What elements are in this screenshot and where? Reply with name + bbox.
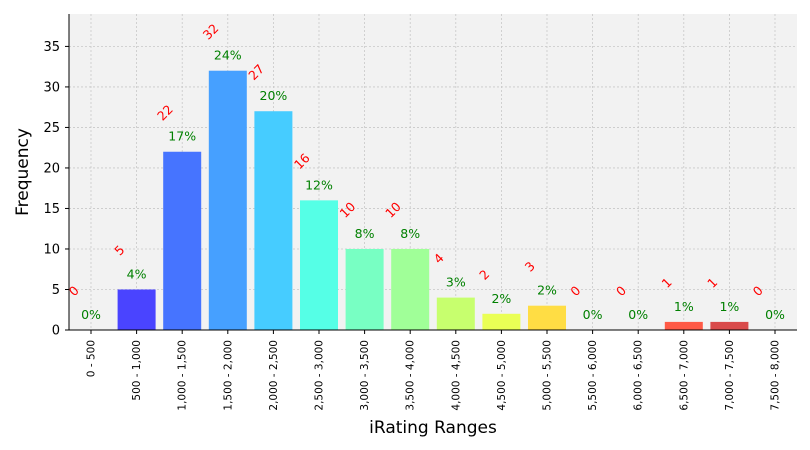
x-tick-label: 6,500 - 7,000 (678, 340, 690, 411)
bar (345, 248, 384, 330)
x-tick-label: 5,000 - 5,500 (542, 340, 554, 411)
percent-label: 2% (491, 291, 511, 306)
bar (528, 305, 566, 330)
x-tick-label: 2,500 - 3,000 (314, 340, 326, 411)
bar (482, 313, 521, 330)
percent-label: 8% (355, 226, 375, 241)
y-ticks: 0 5 10 15 20 25 30 35 (43, 40, 69, 339)
percent-label: 1% (719, 299, 739, 314)
bar (254, 111, 293, 330)
bar (208, 70, 247, 330)
x-tick-label: 500 - 1,000 (131, 340, 143, 401)
percent-label: 4% (127, 266, 147, 281)
percent-label: 17% (168, 129, 196, 144)
x-tick-label: 4,500 - 5,000 (496, 340, 508, 411)
x-tick-label: 7,000 - 7,500 (724, 340, 736, 411)
y-tick-label: 25 (43, 121, 60, 136)
y-tick-label: 10 (43, 242, 60, 257)
y-tick-label: 15 (43, 202, 60, 217)
percent-label: 0% (583, 307, 603, 322)
percent-label: 3% (446, 275, 466, 290)
bar (117, 289, 156, 330)
x-tick-label: 2,000 - 2,500 (268, 340, 280, 411)
percent-label: 0% (628, 307, 648, 322)
bars (117, 70, 749, 330)
bar (436, 297, 475, 330)
x-tick-label: 6,000 - 6,500 (633, 340, 645, 411)
percent-label: 2% (537, 283, 557, 298)
bar (664, 321, 703, 330)
x-tick-label: 4,000 - 4,500 (450, 340, 462, 411)
x-ticks: 0 - 500 500 - 1,000 1,000 - 1,500 1,500 - 2… (86, 330, 782, 411)
bar (710, 321, 749, 330)
percent-label: 0% (81, 307, 101, 322)
x-tick-label: 0 - 500 (86, 340, 98, 377)
x-tick-label: 1,500 - 2,000 (222, 340, 234, 411)
y-axis-label: Frequency (13, 128, 33, 216)
x-tick-label: 7,500 - 8,000 (770, 340, 782, 411)
percent-label: 24% (214, 48, 242, 63)
percent-label: 8% (400, 226, 420, 241)
x-tick-label: 3,500 - 4,000 (405, 340, 417, 411)
bar (300, 200, 338, 330)
x-tick-label: 3,000 - 3,500 (359, 340, 371, 411)
y-tick-label: 20 (43, 161, 60, 176)
percent-label: 12% (305, 177, 333, 192)
y-tick-label: 0 (52, 324, 60, 339)
bar (391, 248, 430, 330)
y-tick-label: 5 (52, 283, 60, 298)
x-tick-label: 1,000 - 1,500 (177, 340, 189, 411)
bar (163, 151, 202, 330)
percent-label: 1% (674, 299, 694, 314)
x-tick-label: 5,500 - 6,000 (587, 340, 599, 411)
y-tick-label: 35 (43, 40, 60, 55)
percent-label: 20% (260, 88, 288, 103)
percent-label: 0% (765, 307, 785, 322)
y-tick-label: 30 (43, 80, 60, 95)
x-axis-label: iRating Ranges (369, 418, 497, 438)
